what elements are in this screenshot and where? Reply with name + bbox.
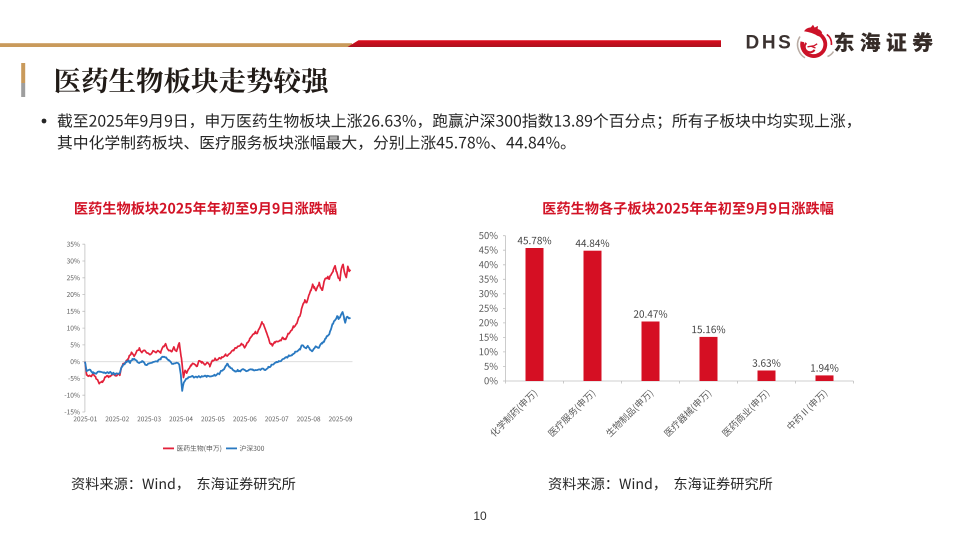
svg-text:DHS: DHS: [746, 33, 794, 54]
svg-text:10: 10: [473, 509, 487, 523]
